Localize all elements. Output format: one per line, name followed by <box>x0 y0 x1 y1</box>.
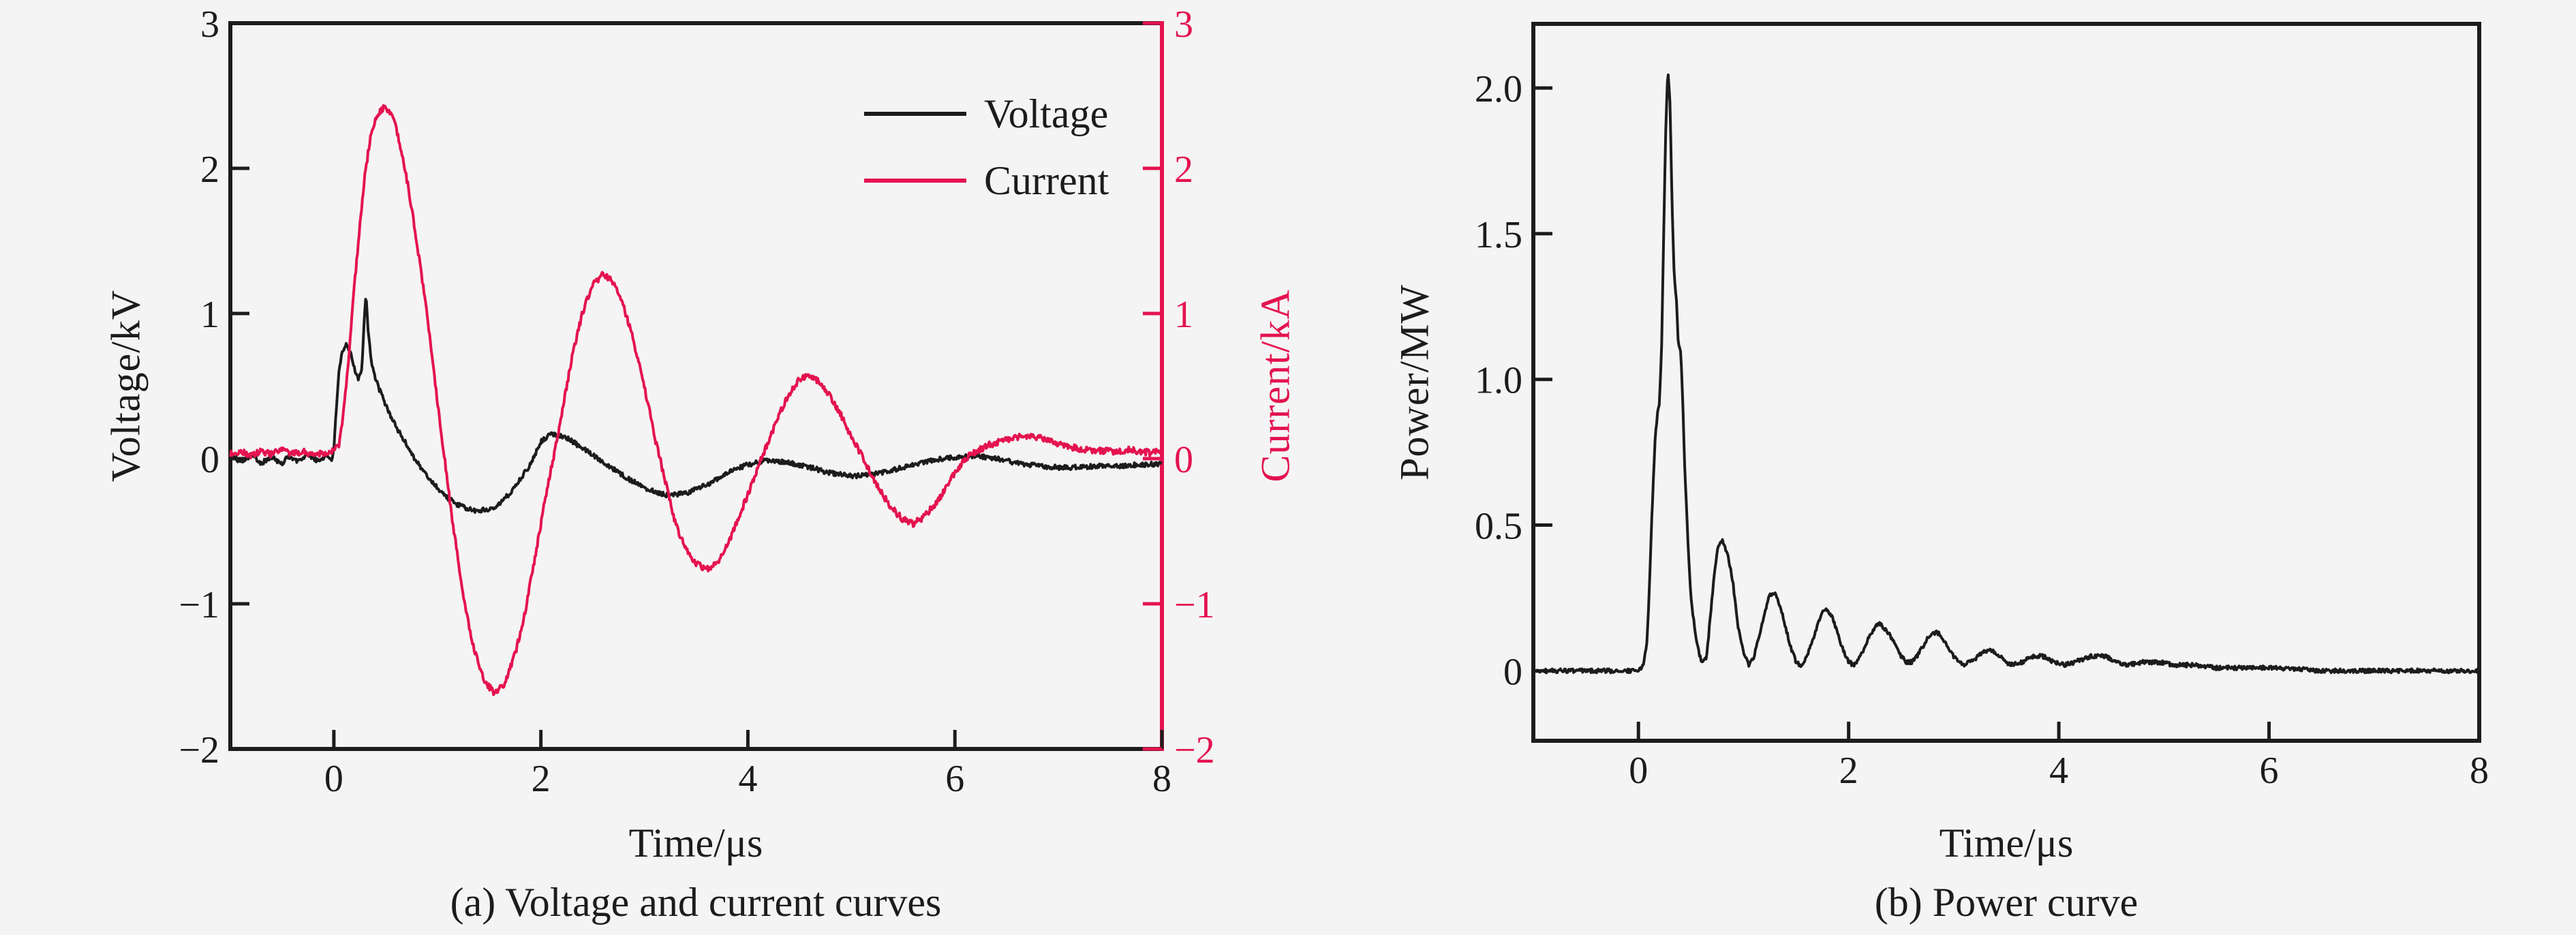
panel-a-caption: (a) Voltage and current curves <box>450 880 942 925</box>
legend-label-voltage: Voltage <box>984 91 1109 136</box>
panel-a-y-tick-label-right: 3 <box>1174 3 1193 46</box>
panel-a-y-tick-label-left: 0 <box>200 439 219 481</box>
panel-b-x-tick-label: 8 <box>2470 750 2489 792</box>
legend-label-current: Current <box>984 157 1109 203</box>
panel-b-x-tick-label: 6 <box>2260 750 2279 792</box>
voltage-curve <box>229 298 1163 514</box>
panel-a-x-tick-label: 2 <box>532 758 551 800</box>
current-curve <box>229 104 1163 696</box>
panel-b-caption: (b) Power curve <box>1874 880 2138 925</box>
legend-item-voltage: Voltage <box>864 80 1109 147</box>
panel-a-y-tick-label-left: 3 <box>200 3 219 46</box>
panel-a-y-tick-label-left: −1 <box>179 584 219 626</box>
panel-b-y-tick-label: 1.5 <box>1475 214 1522 256</box>
panel-a-x-tick-label: 8 <box>1152 758 1171 800</box>
panel-a-y-tick-label-left: 2 <box>200 149 219 191</box>
current-line-swatch <box>864 179 966 183</box>
panel-a-y-axis-label-right: Current/kA <box>1253 289 1298 482</box>
panel-b-x-tick-label: 0 <box>1629 750 1648 792</box>
voltage-line-swatch <box>864 112 966 116</box>
panel-a-y-tick-label-right: 2 <box>1174 149 1193 191</box>
panel-a-y-tick-label-left: −2 <box>179 729 219 771</box>
power-curve <box>1532 73 2481 675</box>
panel-a-y-axis-label-left: Voltage/kV <box>103 289 149 482</box>
panel-a-x-tick-label: 4 <box>738 758 757 800</box>
panel-a-x-tick-label: 0 <box>324 758 343 800</box>
panel-b-y-axis-label: Power/MW <box>1392 284 1437 480</box>
legend-item-current: Current <box>864 147 1109 214</box>
panel-b-y-tick-label: 1.0 <box>1475 360 1522 402</box>
panel-a-y-tick-label-right: −1 <box>1174 584 1215 626</box>
panel-a-legend: Voltage Current <box>864 80 1109 214</box>
panel-b-y-tick-label: 2.0 <box>1475 68 1522 110</box>
panel-a-x-tick-label: 6 <box>945 758 964 800</box>
panel-a-y-tick-label-right: 0 <box>1174 439 1193 481</box>
panel-a-y-tick-label-left: 1 <box>200 294 219 336</box>
panel-b-x-tick-label: 4 <box>2049 750 2068 792</box>
panel-b-x-axis-label: Time/μs <box>1939 821 2074 865</box>
panel-b-y-tick-label: 0.5 <box>1475 506 1522 548</box>
panel-b-x-tick-label: 2 <box>1839 750 1858 792</box>
panel-a-x-axis-label: Time/μs <box>628 821 763 865</box>
panel-a-y-tick-label-right: −2 <box>1174 729 1215 771</box>
panel-a-y-tick-label-right: 1 <box>1174 294 1193 336</box>
panel-b-y-tick-label: 0 <box>1503 651 1522 693</box>
